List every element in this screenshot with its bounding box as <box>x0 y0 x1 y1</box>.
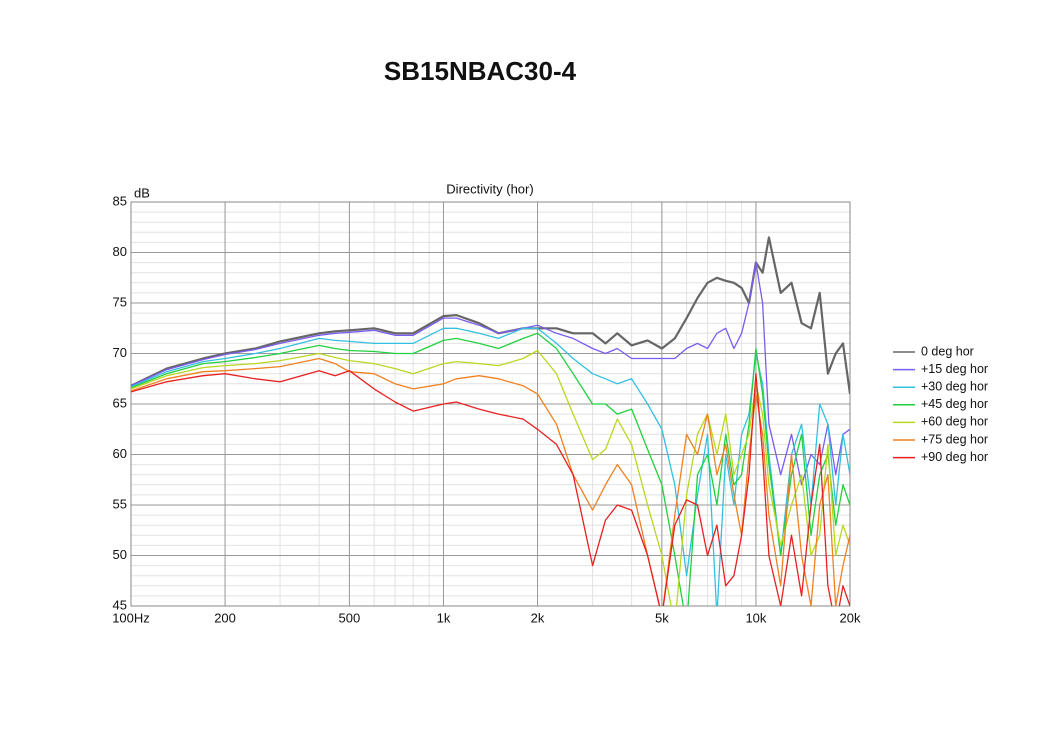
x-tick-label: 5k <box>655 610 669 625</box>
legend-label: +15 deg hor <box>921 362 988 376</box>
x-tick-label: 10k <box>745 610 766 625</box>
plot-lines <box>131 236 850 606</box>
legend-label: +30 deg hor <box>921 379 988 393</box>
y-tick-label: 65 <box>113 395 127 410</box>
line-series <box>131 327 850 606</box>
line-series <box>131 236 850 395</box>
legend-label: 0 deg hor <box>921 344 974 358</box>
x-tick-label: 20k <box>840 610 861 625</box>
plot-frame <box>130 201 851 607</box>
legend-label: +60 deg hor <box>921 415 988 429</box>
line-series <box>131 370 850 606</box>
legend-label: +45 deg hor <box>921 397 988 411</box>
y-tick-label: 60 <box>113 446 127 461</box>
y-tick-label: 70 <box>113 345 127 360</box>
y-tick-label: 55 <box>113 496 127 511</box>
x-tick-label: 500 <box>339 610 361 625</box>
x-tick-label: 100Hz <box>112 610 150 625</box>
y-tick-label: 85 <box>113 193 127 208</box>
y-tick-label: 45 <box>113 597 127 612</box>
chart-title: SB15NBAC30-4 <box>384 56 577 86</box>
x-tick-label: 200 <box>214 610 236 625</box>
x-tick-label: 1k <box>437 610 451 625</box>
legend-label: +90 deg hor <box>921 450 988 464</box>
y-tick-label: 80 <box>113 244 127 259</box>
line-series <box>131 261 850 486</box>
line-series <box>131 357 850 606</box>
chart-subtitle: Directivity (hor) <box>446 181 533 196</box>
y-tick-label: 50 <box>113 547 127 562</box>
legend-label: +75 deg hor <box>921 432 988 446</box>
line-series <box>131 349 850 606</box>
y-tick-label: 75 <box>113 294 127 309</box>
x-tick-label: 2k <box>531 610 545 625</box>
line-series <box>131 332 850 606</box>
y-axis-label: dB <box>134 185 150 200</box>
